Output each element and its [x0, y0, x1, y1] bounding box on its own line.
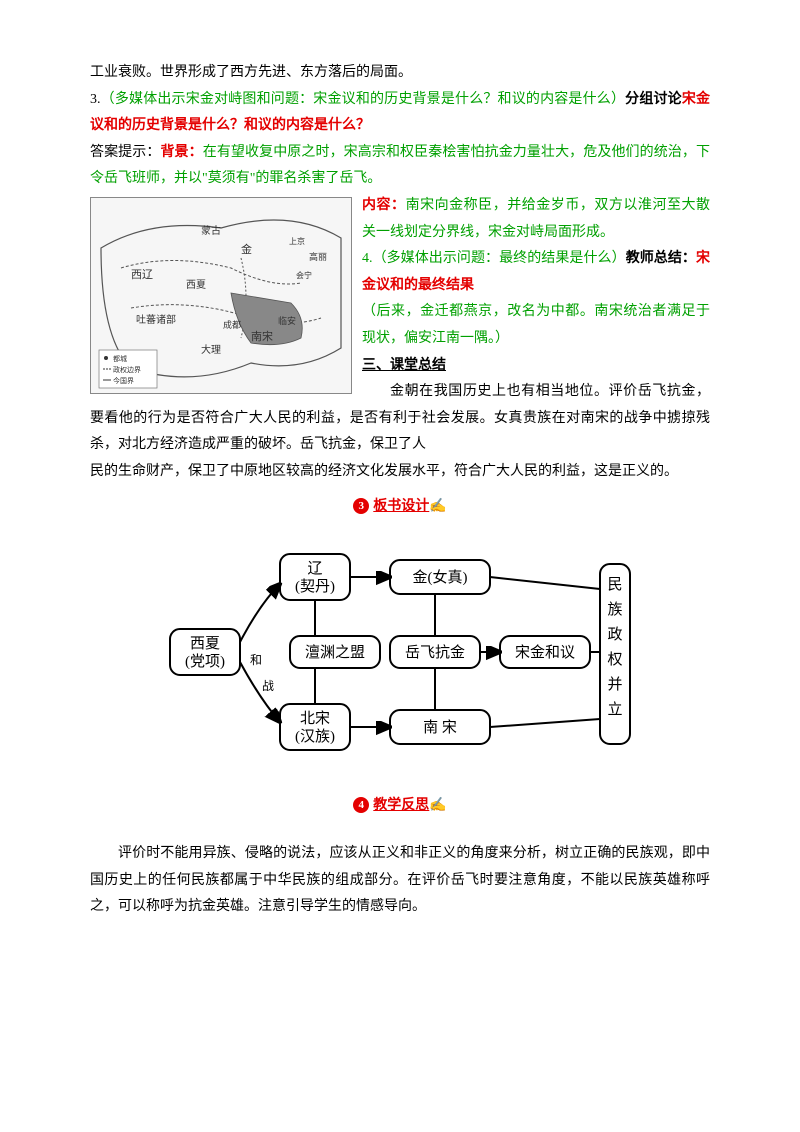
map-svg: 西辽 金 蒙古 高丽 西夏 吐蕃诸部 临安 成都 南宋 大理 上京 会宁 都城 … — [91, 198, 351, 393]
hdr3-title: 板书设计 — [373, 499, 429, 514]
svg-text:辽: 辽 — [307, 560, 322, 577]
spacer — [90, 827, 710, 841]
svg-text:西夏: 西夏 — [186, 279, 206, 291]
header-reflection: 4 教学反思✍ — [90, 793, 710, 820]
svg-text:大理: 大理 — [201, 343, 221, 356]
flourish-icon: ✍ — [429, 499, 446, 514]
svg-text:权: 权 — [607, 651, 622, 668]
q4-teacher-label: 教师总结： — [626, 251, 696, 266]
q4-number: 4. — [362, 251, 373, 266]
svg-text:金: 金 — [241, 242, 252, 256]
svg-text:西辽: 西辽 — [131, 268, 153, 281]
content-label: 内容： — [362, 198, 406, 213]
header-board-design: 3 板书设计✍ — [90, 494, 710, 521]
svg-text:都城: 都城 — [113, 355, 127, 363]
svg-text:战: 战 — [262, 679, 274, 693]
svg-text:宋金和议: 宋金和议 — [515, 644, 575, 661]
svg-text:高丽: 高丽 — [309, 251, 327, 262]
svg-text:吐蕃诸部: 吐蕃诸部 — [136, 313, 176, 326]
opening-line: 工业衰败。世界形成了西方先进、东方落后的局面。 — [90, 60, 710, 87]
svg-text:澶渊之盟: 澶渊之盟 — [305, 643, 365, 661]
diagram-svg: 西夏(党项) 辽(契丹) 北宋(汉族) 澶渊之盟 金(女真) 岳飞抗金 南 宋 … — [160, 534, 640, 774]
svg-text:会宁: 会宁 — [296, 270, 312, 280]
svg-text:(汉族): (汉族) — [295, 728, 335, 745]
svg-text:政: 政 — [607, 626, 622, 643]
svg-text:成都: 成都 — [223, 319, 241, 330]
content-text: 南宋向金称臣，并给金岁币，双方以淮河至大散关一线划定分界线，宋金对峙局面形成。 — [362, 198, 710, 240]
svg-text:(党项): (党项) — [185, 653, 225, 670]
svg-text:蒙古: 蒙古 — [201, 224, 221, 237]
svg-text:上京: 上京 — [289, 236, 305, 246]
svg-text:和: 和 — [250, 653, 262, 667]
svg-text:今国界: 今国界 — [113, 376, 134, 385]
answer-hint-prefix: 答案提示： — [90, 145, 160, 160]
svg-text:金(女真): 金(女真) — [413, 568, 468, 586]
svg-text:立: 立 — [607, 701, 622, 718]
answer-background: 答案提示：背景：在有望收复中原之时，宋高宗和权臣秦桧害怕抗金力量壮大，危及他们的… — [90, 140, 710, 193]
section-3-body-b: 民的生命财产，保卫了中原地区较高的经济文化发展水平，符合广大人民的利益，这是正义… — [90, 459, 710, 486]
svg-text:南 宋: 南 宋 — [423, 719, 457, 736]
bg-label: 背景： — [160, 145, 202, 160]
circle-4-icon: 4 — [353, 797, 369, 813]
svg-text:民: 民 — [607, 577, 622, 593]
song-jin-map: 西辽 金 蒙古 高丽 西夏 吐蕃诸部 临安 成都 南宋 大理 上京 会宁 都城 … — [90, 197, 352, 394]
svg-text:族: 族 — [607, 601, 622, 618]
hdr4-title: 教学反思 — [373, 798, 429, 813]
svg-text:(契丹): (契丹) — [295, 578, 335, 595]
svg-text:南宋: 南宋 — [251, 329, 273, 343]
svg-text:政权边界: 政权边界 — [113, 365, 141, 374]
svg-text:并: 并 — [607, 676, 622, 693]
flourish-icon: ✍ — [429, 798, 446, 813]
svg-text:岳飞抗金: 岳飞抗金 — [405, 644, 465, 661]
q4-media-note: （多媒体出示问题：最终的结果是什么） — [373, 251, 626, 266]
svg-text:北宋: 北宋 — [300, 710, 330, 727]
q3-action: 分组讨论 — [625, 92, 682, 107]
q3-media-note: （多媒体出示宋金对峙图和问题：宋金议和的历史背景是什么？和议的内容是什么） — [101, 92, 626, 107]
q3-number: 3. — [90, 92, 101, 107]
svg-text:临安: 临安 — [278, 315, 296, 326]
map-and-text-wrap: 西辽 金 蒙古 高丽 西夏 吐蕃诸部 临安 成都 南宋 大理 上京 会宁 都城 … — [90, 193, 710, 459]
question-3: 3.（多媒体出示宋金对峙图和问题：宋金议和的历史背景是什么？和议的内容是什么）分… — [90, 87, 710, 140]
board-diagram: 西夏(党项) 辽(契丹) 北宋(汉族) 澶渊之盟 金(女真) 岳飞抗金 南 宋 … — [90, 534, 710, 785]
circle-3-icon: 3 — [353, 498, 369, 514]
reflection-body: 评价时不能用异族、侵略的说法，应该从正义和非正义的角度来分析，树立正确的民族观，… — [90, 841, 710, 921]
svg-text:西夏: 西夏 — [190, 636, 220, 652]
